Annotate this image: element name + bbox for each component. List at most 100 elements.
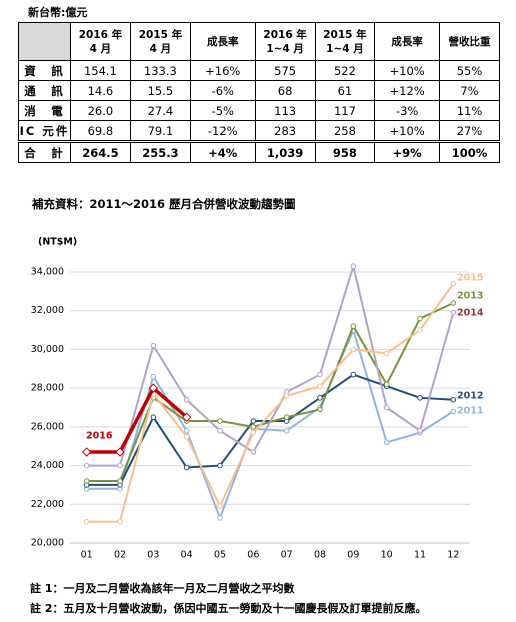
header-text: 2016 年 xyxy=(263,28,307,41)
x-tick-label: 08 xyxy=(314,550,326,561)
x-tick-label: 12 xyxy=(447,550,459,561)
header-text: 營收比重 xyxy=(448,35,491,48)
marker xyxy=(450,309,457,316)
x-tick-label: 03 xyxy=(147,550,159,561)
marker xyxy=(250,418,257,424)
table-cell: 117 xyxy=(314,100,376,121)
marker xyxy=(350,371,357,378)
x-tick-label: 06 xyxy=(247,550,259,561)
table-cell: 55% xyxy=(438,60,501,81)
table-cell: -5% xyxy=(189,100,256,121)
table-cell: 15.5 xyxy=(129,80,191,101)
table-cell: 通 訊 xyxy=(18,80,71,101)
marker xyxy=(350,346,357,353)
table-cell: 133.3 xyxy=(129,60,191,81)
marker xyxy=(81,447,92,457)
marker xyxy=(283,393,290,399)
marker xyxy=(450,300,457,306)
table-cell: 79.1 xyxy=(129,120,191,142)
marker xyxy=(317,371,323,378)
table-cell: +10% xyxy=(374,120,440,142)
table-cell: -6% xyxy=(189,80,256,101)
note: 註 1：一月及二月營收為該年一月及二月營收之平均數 xyxy=(30,582,295,595)
marker xyxy=(250,449,257,455)
table-cell: 100% xyxy=(438,140,501,163)
series-line xyxy=(86,385,188,454)
series-label: 2012 xyxy=(457,391,483,402)
y-tick-label: 28,000 xyxy=(31,383,64,394)
marker xyxy=(217,462,223,469)
series-line xyxy=(86,283,455,523)
table-cell: 11% xyxy=(438,100,501,121)
table-cell: 61 xyxy=(314,80,376,101)
table-cell: +16% xyxy=(189,60,256,81)
marker xyxy=(83,462,90,469)
header-text: 2016 年 xyxy=(78,28,123,41)
y-tick-label: 30,000 xyxy=(31,344,64,355)
table-cell: 575 xyxy=(254,60,316,81)
header-cell: 成長率 xyxy=(374,22,440,61)
marker xyxy=(450,396,457,403)
table-cell: +12% xyxy=(374,80,440,101)
y-axis-label: (NT$M) xyxy=(38,237,77,248)
marker xyxy=(283,414,290,420)
table-cell: 68 xyxy=(254,80,316,101)
series-line xyxy=(86,302,454,483)
table-row: IC 元件 69.8 79.1 -12% 283 258 +10% 27% xyxy=(18,120,501,142)
marker xyxy=(117,518,123,525)
marker xyxy=(317,406,323,413)
header-cell: 營收比重 xyxy=(438,22,501,61)
series-label: 2014 xyxy=(457,308,484,319)
table-cell: -3% xyxy=(374,100,440,121)
table-row: 通 訊 14.6 15.5 -6% 68 61 +12% 7% xyxy=(18,80,501,101)
header-cell xyxy=(18,22,71,61)
table-cell: 27% xyxy=(438,120,501,142)
series-label: 2013 xyxy=(457,291,483,302)
marker xyxy=(217,418,223,424)
header-text: 成長率 xyxy=(207,35,239,48)
table-cell: 14.6 xyxy=(69,80,131,101)
marker xyxy=(250,429,257,436)
marker xyxy=(217,427,223,434)
table-cell: +10% xyxy=(374,60,440,81)
marker xyxy=(217,515,223,521)
marker xyxy=(417,427,423,434)
y-tick-label: 24,000 xyxy=(31,460,64,471)
marker xyxy=(83,518,90,525)
table-cell: 合 計 xyxy=(18,140,71,163)
x-tick-label: 09 xyxy=(347,550,359,561)
table-cell: +9% xyxy=(374,140,440,163)
marker xyxy=(250,424,257,430)
table-cell: 958 xyxy=(314,140,376,163)
chart-title: 補充資料：2011～2016 歷月合併營收波動趨勢圖 xyxy=(32,197,296,211)
table-cell: 資 訊 xyxy=(18,60,71,81)
x-tick-label: 01 xyxy=(81,550,93,561)
table-cell: 27.4 xyxy=(129,100,191,121)
header-cell: 2016 年 1~4 月 xyxy=(254,22,316,61)
marker xyxy=(150,342,157,349)
marker xyxy=(117,478,123,484)
series-line xyxy=(86,262,455,467)
table-cell: 69.8 xyxy=(69,120,131,142)
y-tick-label: 32,000 xyxy=(31,305,64,316)
marker xyxy=(383,350,390,357)
marker xyxy=(150,414,157,420)
header-cell: 成長率 xyxy=(189,22,256,61)
table-row: 消 電 26.0 27.4 -5% 113 117 -3% 11% xyxy=(18,100,501,121)
table-cell: 264.5 xyxy=(69,140,131,163)
header-cell: 2015 年 1~4 月 xyxy=(314,22,376,61)
marker xyxy=(183,464,190,471)
marker xyxy=(115,447,125,457)
marker xyxy=(450,280,457,287)
marker xyxy=(183,433,190,440)
marker xyxy=(148,383,159,393)
marker xyxy=(317,395,323,401)
y-tick-label: 20,000 xyxy=(31,538,64,549)
series-label: 2016 xyxy=(86,431,113,442)
marker xyxy=(417,315,423,322)
table-cell: 消 電 xyxy=(18,100,71,121)
